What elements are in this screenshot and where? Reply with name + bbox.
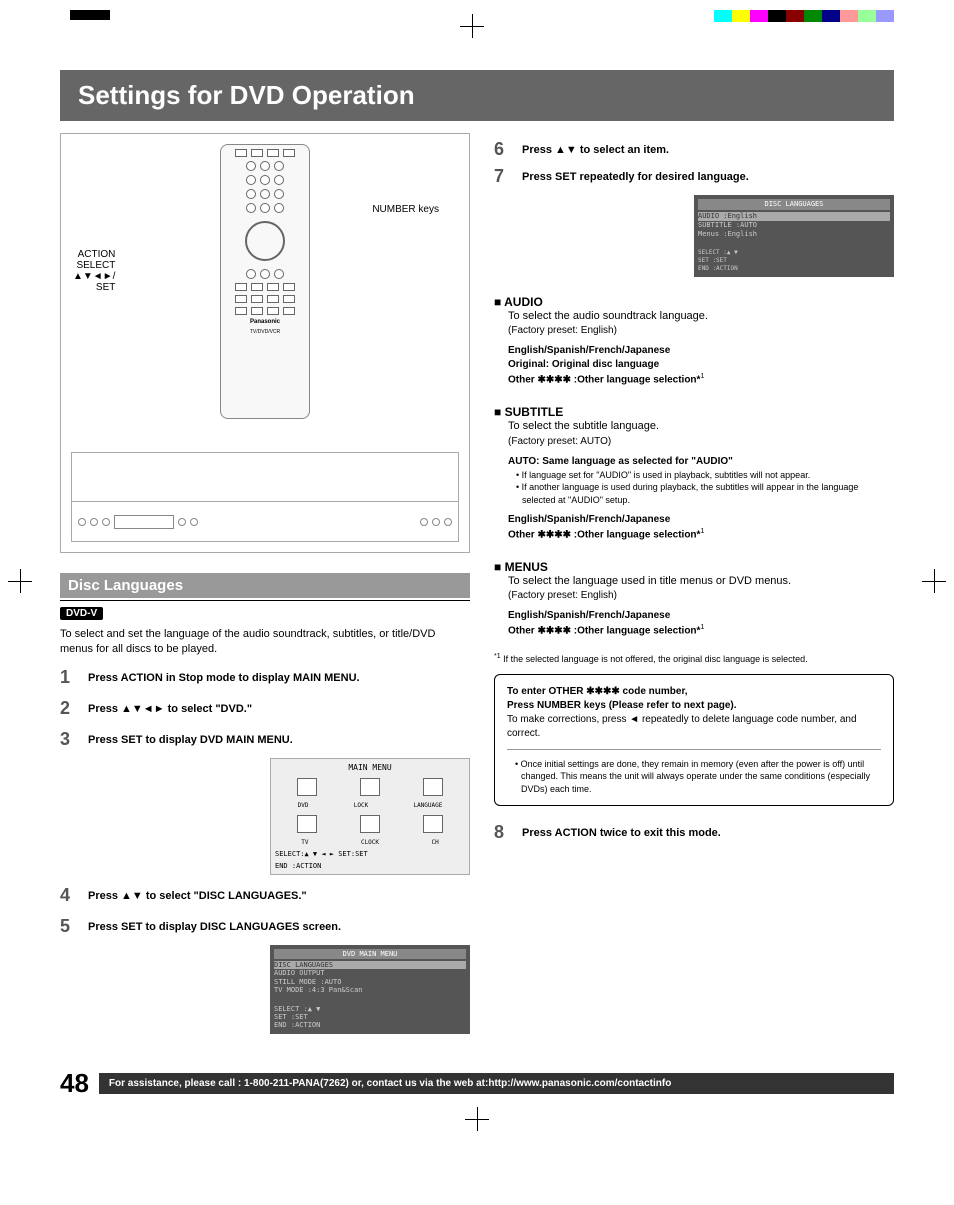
menu-icon-language: [423, 778, 443, 796]
label-set: SET: [73, 282, 115, 293]
step-5: 5 Press SET to display DISC LANGUAGES sc…: [60, 916, 470, 937]
menu-icon-dvd: [297, 778, 317, 796]
label-number-keys: NUMBER keys: [372, 204, 439, 215]
step-4: 4 Press ▲▼ to select "DISC LANGUAGES.": [60, 885, 470, 906]
menus-section: MENUS To select the language used in tit…: [494, 560, 894, 639]
menu-icon-clock: [360, 815, 380, 833]
step-8: 8 Press ACTION twice to exit this mode.: [494, 822, 894, 843]
remote-model: TV/DVD/VCR: [221, 329, 309, 335]
step-7: 7 Press SET repeatedly for desired langu…: [494, 166, 894, 187]
label-action: ACTION: [73, 249, 115, 260]
label-arrows: ▲▼◄►/: [73, 271, 115, 282]
left-column: ACTION SELECT ▲▼◄►/ SET Panasoni: [60, 133, 470, 1038]
right-column: 6 Press ▲▼ to select an item. 7 Press SE…: [494, 133, 894, 1038]
menu-icon-lock: [360, 778, 380, 796]
remote-brand: Panasonic: [221, 319, 309, 325]
section-header-disc-languages: Disc Languages: [60, 573, 470, 598]
dvd-main-menu-screen: DVD MAIN MENU DISC LANGUAGES AUDIO OUTPU…: [270, 945, 470, 1034]
disc-languages-intro: To select and set the language of the au…: [60, 627, 470, 657]
dvdv-badge: DVD-V: [60, 607, 103, 620]
remote-diagram: ACTION SELECT ▲▼◄►/ SET Panasoni: [60, 133, 470, 553]
footnote: *1 If the selected language is not offer…: [494, 653, 894, 664]
step-2: 2 Press ▲▼◄► to select "DVD.": [60, 698, 470, 719]
label-select: SELECT: [73, 260, 115, 271]
vcr-unit-illustration: [71, 452, 459, 542]
step-3: 3 Press SET to display DVD MAIN MENU.: [60, 729, 470, 750]
audio-section: AUDIO To select the audio soundtrack lan…: [494, 295, 894, 388]
subtitle-section: SUBTITLE To select the subtitle language…: [494, 405, 894, 542]
manual-page: Settings for DVD Operation ACTION SELECT…: [0, 0, 954, 1139]
page-number: 48: [60, 1068, 89, 1099]
step-1: 1 Press ACTION in Stop mode to display M…: [60, 667, 470, 688]
page-footer: 48 For assistance, please call : 1-800-2…: [60, 1068, 894, 1099]
registration-mark-bottom: [465, 1107, 489, 1131]
assistance-strip: For assistance, please call : 1-800-211-…: [99, 1073, 894, 1094]
menu-icon-tv: [297, 815, 317, 833]
menu-icon-ch: [423, 815, 443, 833]
main-menu-screen: MAIN MENU DVD LOCK LANGUAGE TV: [270, 758, 470, 875]
remote-control-illustration: Panasonic TV/DVD/VCR: [220, 144, 310, 419]
info-box: To enter OTHER ✱✱✱✱ code number, Press N…: [494, 674, 894, 807]
step-6: 6 Press ▲▼ to select an item.: [494, 139, 894, 160]
disc-languages-screen: DISC LANGUAGES AUDIO :English SUBTITLE :…: [694, 195, 894, 277]
page-title: Settings for DVD Operation: [60, 70, 894, 121]
